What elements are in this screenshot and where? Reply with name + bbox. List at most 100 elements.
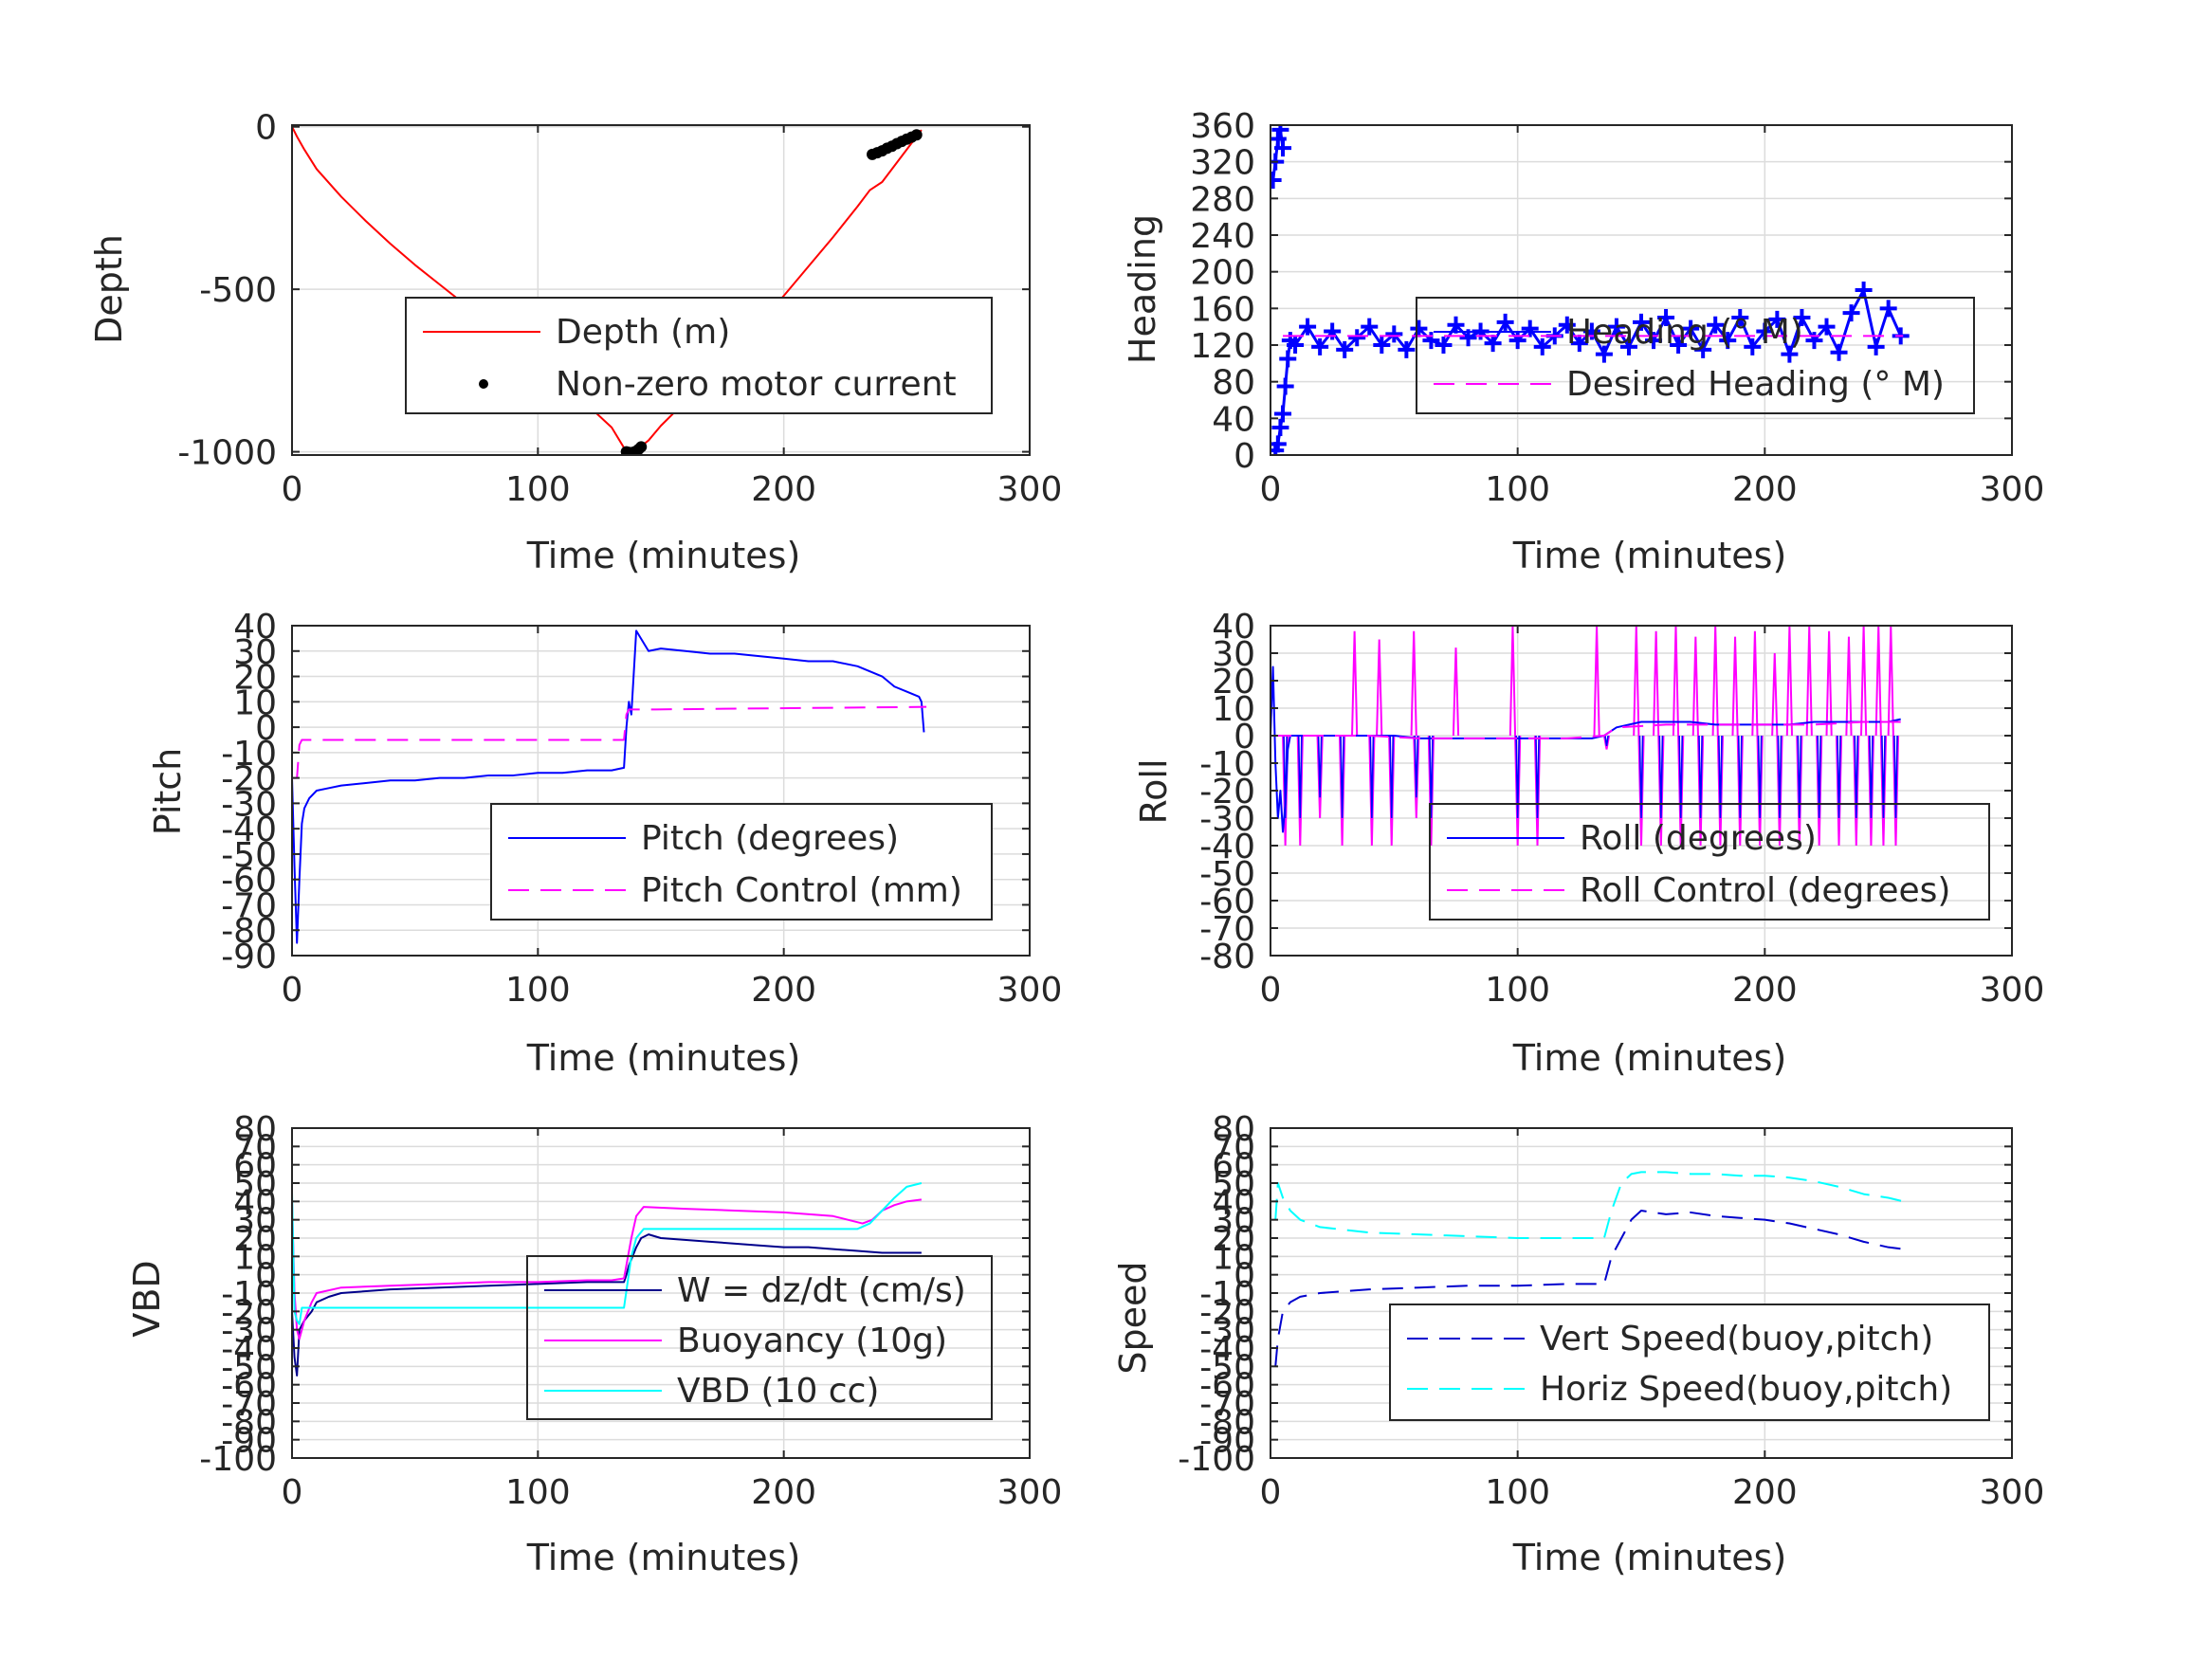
pitch-plot-area [292,629,927,944]
roll-spike [1369,735,1375,819]
speed-x-tick-label: 0 [1260,1473,1282,1512]
depth-legend-box [405,297,993,414]
depth-x-axis-label: Time (minutes) [526,535,801,576]
roll-legend-box [1429,803,1990,921]
heading-point [1633,313,1650,331]
roll-spike [1317,735,1323,798]
vbd-y-tick-label: 40 [233,1183,277,1222]
depth-x-tick-label: 0 [282,470,303,509]
speed-y-tick-label: -20 [1199,1293,1255,1332]
depth-axes: 0 100 200 300 0 -500 -1000 [177,109,1062,509]
heading-y-tick-label: 360 [1190,107,1255,146]
panel-roll: Roll Time (minutes) [1133,758,1786,1079]
vbd-y-tick-label: -40 [221,1330,277,1369]
heading-point [1793,309,1811,326]
speed-plot-area [1274,1171,1904,1367]
vbd-series-0-line [292,1233,922,1376]
depth-legend-marker [479,379,488,389]
speed-x-tick-label: 300 [1980,1473,2045,1512]
roll-control-spike [1825,630,1833,737]
heading-point [1731,309,1749,326]
vbd-legend-label: VBD (10 cc) [677,1372,879,1411]
speed-y-tick-label: -30 [1199,1312,1255,1351]
vbd-legend: W = dz/dt (cm/s) Buoyancy (10g) VBD (10 cc… [526,1255,993,1420]
roll-spike [1515,735,1521,819]
vbd-y-tick-label: -70 [221,1385,277,1424]
vbd-y-tick-label: 0 [255,1257,277,1296]
heading-x-tick-label: 100 [1485,470,1550,509]
heading-point [1508,332,1526,350]
pitch-legend: Pitch (degrees) Pitch Control (mm) [490,803,993,921]
depth-plot-area [292,126,923,455]
heading-point [1719,332,1737,350]
heading-x-tick-label: 200 [1732,470,1798,509]
heading-y-tick-label: 0 [1234,437,1255,476]
pitch-y-tick-label: -30 [221,785,277,824]
pitch-y-tick-label: -20 [221,760,277,799]
roll-y-tick-label: -80 [1199,938,1255,976]
heading-point [1271,125,1289,138]
pitch-series-0-line [292,629,925,944]
roll-y-axis-label: Roll [1133,758,1175,824]
heading-point [1645,332,1663,350]
depth-y-tick-label: -500 [199,271,277,310]
roll-y-tick-label: 30 [1212,635,1255,674]
heading-x-tick-label: 300 [1980,470,2045,509]
pitch-y-axis-label: Pitch [147,748,189,836]
roll-control-spike [1672,626,1680,737]
vbd-y-tick-label: 10 [233,1238,277,1277]
roll-y-tick-label: -70 [1199,910,1255,949]
roll-control-spike [1427,735,1435,847]
heading-point [1271,172,1282,189]
heading-point [1707,316,1725,334]
speed-y-tick-label: 50 [1212,1165,1255,1204]
vbd-axes: 0 100 200 300-100-90-80-70-60-50-40-30-20-1… [199,1110,1062,1512]
roll-control-spike [1716,735,1725,847]
roll-spike [1737,735,1743,819]
heading-point [1311,337,1329,356]
roll-control-spike [1785,626,1794,737]
speed-axes: 0 100 200 300-100-90-80-70-60-50-40-30-20-1… [1178,1110,2044,1512]
roll-control-spike [1351,630,1359,737]
vbd-y-tick-label: -30 [221,1312,277,1351]
vbd-x-axis-label: Time (minutes) [526,1537,801,1578]
heading-point [1781,345,1799,363]
roll-control-spike [1677,735,1685,847]
vbd-y-tick-label: -80 [221,1403,277,1442]
heading-y-tick-label: 120 [1190,327,1255,366]
roll-control-spike [1637,735,1645,847]
roll-control-spike [1533,735,1542,847]
heading-point [1694,340,1712,358]
pitch-legend-label: Pitch Control (mm) [641,871,962,910]
pitch-y-tick-label: -10 [221,735,277,774]
speed-y-tick-label: 60 [1212,1147,1255,1186]
roll-spike [1881,735,1886,819]
roll-spike [1797,735,1802,819]
depth-y-tick-label: -1000 [177,434,277,473]
roll-spike [1698,735,1703,819]
roll-spike [1854,735,1859,819]
vbd-legend-box [526,1255,993,1420]
vbd-y-tick-label: -100 [199,1440,277,1479]
roll-y-tick-label: 0 [1234,718,1255,757]
heading-point [1805,332,1823,350]
roll-y-tick-label: 10 [1212,690,1255,729]
heading-point [1607,318,1625,336]
heading-point [1271,130,1287,148]
vbd-y-tick-label: -20 [221,1293,277,1332]
roll-control-spike [1756,735,1764,847]
roll-y-tick-label: -20 [1199,773,1255,811]
heading-y-tick-label: 280 [1190,180,1255,219]
speed-y-tick-label: 40 [1212,1183,1255,1222]
pitch-x-tick-label: 300 [997,971,1063,1010]
heading-point [1274,139,1292,157]
pitch-y-tick-label: -70 [221,886,277,925]
heading-point [1324,322,1342,340]
roll-control-spike [1816,735,1823,847]
heading-point [1619,337,1637,356]
pitch-x-tick-label: 0 [282,971,303,1010]
depth-x-tick-label: 100 [505,470,571,509]
speed-y-tick-label: 10 [1212,1238,1255,1277]
panel-heading: Heading Time (minutes) [1122,214,1786,576]
roll-control-spike [1835,735,1843,847]
